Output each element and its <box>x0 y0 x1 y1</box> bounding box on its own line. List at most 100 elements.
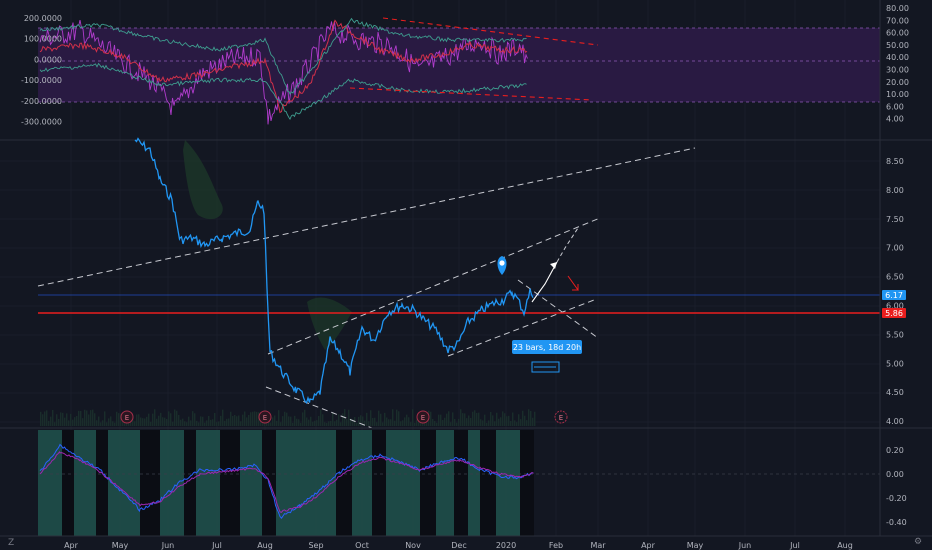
histogram-block <box>352 430 372 536</box>
top-left-axis-label: 0.0000 <box>34 55 62 64</box>
time-axis-label: Jul <box>211 541 222 550</box>
price-axis-label: 5.00 <box>886 359 904 368</box>
earnings-marker-4[interactable]: E <box>554 410 568 424</box>
measure-label-text: 23 bars, 18d 20h <box>513 343 581 352</box>
time-axis-label: Sep <box>308 541 323 550</box>
top-oscillator-panel[interactable] <box>38 17 880 125</box>
histogram-block <box>196 430 220 536</box>
time-axis-label: May <box>112 541 129 550</box>
current-price-tag-box <box>882 290 906 300</box>
bottom-oscillator-panel[interactable] <box>38 430 880 536</box>
support-price-tag: 5.86 <box>882 308 906 318</box>
earnings-marker-2[interactable]: E <box>258 410 272 424</box>
time-axis-label: Jun <box>738 541 752 550</box>
volume-bars <box>40 409 536 426</box>
histogram-block <box>372 430 386 536</box>
histogram-block <box>520 430 534 536</box>
price-axis[interactable]: 8.50 8.00 7.50 7.00 6.50 6.00 5.50 5.00 4.50 4.00 <box>886 157 904 426</box>
top-right-axis-label: 70.00 <box>886 16 909 25</box>
time-axis-label: Apr <box>641 541 656 550</box>
signal-line <box>39 450 534 513</box>
histogram-block <box>386 430 420 536</box>
time-axis-label: Jul <box>789 541 800 550</box>
earnings-marker-label: E <box>421 414 425 422</box>
time-axis-label: Oct <box>355 541 369 550</box>
volume-profile-shade-2 <box>307 297 352 350</box>
price-axis-label: 4.00 <box>886 417 904 426</box>
bottom-axis-label: 0.00 <box>886 470 904 479</box>
current-price-tag-text: 6.17 <box>885 291 903 300</box>
earnings-marker-label: E <box>263 414 267 422</box>
time-axis-label: Feb <box>549 541 563 550</box>
earnings-marker-circle <box>120 410 134 424</box>
forecast-arrow-down[interactable] <box>567 275 579 291</box>
histogram-block <box>96 430 108 536</box>
time-axis-label: Dec <box>451 541 466 550</box>
current-price-tag: 6.17 <box>882 290 906 300</box>
histogram-block <box>336 430 352 536</box>
rsi-line <box>39 19 528 114</box>
price-series-line[interactable] <box>134 137 534 405</box>
long-term-trendline[interactable] <box>37 147 696 287</box>
volume-profile-shade-1 <box>183 140 223 220</box>
earnings-marker-1[interactable]: E <box>120 410 134 424</box>
histogram-block <box>276 430 336 536</box>
earnings-marker-circle <box>258 410 272 424</box>
support-price-tag-box <box>882 308 906 318</box>
macd-line <box>39 443 534 520</box>
rsi-upper-band <box>39 17 527 96</box>
top-left-axis-label: -300.0000 <box>21 118 62 127</box>
histogram-block <box>454 430 468 536</box>
top-left-axis-label: 100.0000 <box>24 35 62 44</box>
time-axis-label: Aug <box>837 541 853 550</box>
histogram-block <box>436 430 454 536</box>
bottom-axis-label: -0.40 <box>886 518 907 527</box>
time-axis-label: Aug <box>257 541 273 550</box>
top-left-axis-label: -100.0000 <box>21 76 62 85</box>
top-right-axis-label: 30.00 <box>886 66 909 75</box>
forecast-arrow-up[interactable] <box>531 261 558 303</box>
timezone-toggle-button[interactable]: Z <box>8 538 15 548</box>
histogram-block <box>62 430 74 536</box>
top-left-axis-label: -200.0000 <box>21 97 62 106</box>
histogram-block <box>220 430 240 536</box>
price-axis-label: 8.50 <box>886 157 904 166</box>
time-axis-label: Mar <box>590 541 606 550</box>
measure-range-box[interactable] <box>531 361 560 373</box>
channel-lower-trendline[interactable] <box>447 299 595 357</box>
measure-label-box[interactable] <box>512 340 582 354</box>
histogram-block <box>420 430 436 536</box>
time-axis[interactable]: Apr May Jun Jul Aug Sep Oct Nov Dec 2020 Feb Mar Apr… <box>64 541 853 550</box>
settings-gear-icon[interactable]: ⚙ <box>914 537 923 547</box>
time-axis-label: 2020 <box>496 541 516 550</box>
earnings-marker-label: E <box>559 414 563 422</box>
descending-trendline[interactable] <box>265 386 373 429</box>
earnings-marker-3[interactable]: E <box>416 410 430 424</box>
histogram-block <box>160 430 184 536</box>
earnings-marker-circle <box>554 410 568 424</box>
histogram-block <box>74 430 96 536</box>
main-price-panel[interactable]: 23 bars, 18d 20h E E E E <box>37 137 880 429</box>
top-right-axis-label: 60.00 <box>886 29 909 38</box>
histogram-block <box>184 430 196 536</box>
location-pin-dot <box>499 260 505 266</box>
top-right-axis[interactable]: 80.00 70.00 60.00 50.00 40.00 30.00 20.00 10.00… <box>886 4 909 124</box>
support-price-tag-text: 5.86 <box>885 309 903 318</box>
oscillator-support-trendline[interactable] <box>349 87 593 101</box>
price-axis-label: 4.50 <box>886 388 904 397</box>
time-axis-label: Nov <box>405 541 421 550</box>
price-axis-label: 5.50 <box>886 330 904 339</box>
top-right-axis-label: 50.00 <box>886 41 909 50</box>
top-right-axis-label: 40.00 <box>886 53 909 62</box>
earnings-marker-label: E <box>125 414 129 422</box>
time-axis-label: Jun <box>161 541 175 550</box>
oscillator-resistance-trendline[interactable] <box>382 17 599 46</box>
top-left-axis: 200.0000 100.0000 0.0000 -100.0000 -200.0000… <box>21 14 62 127</box>
descending-projection-line[interactable] <box>517 279 599 339</box>
bottom-oscillator-axis[interactable]: 0.20 0.00 -0.20 -0.40 <box>886 446 907 527</box>
forecast-projection-path[interactable] <box>556 227 579 263</box>
top-right-axis-label: 10.00 <box>886 90 909 99</box>
price-axis-label: 6.00 <box>886 302 904 311</box>
top-left-axis-label: 200.0000 <box>24 14 62 23</box>
